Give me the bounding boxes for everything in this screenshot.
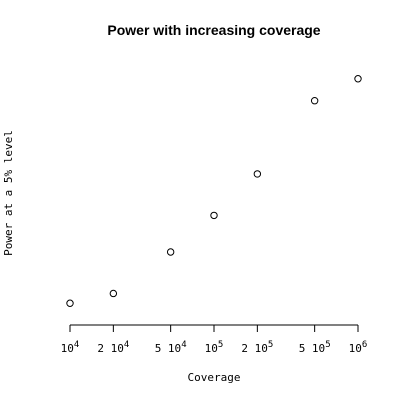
x-tick-label: 5 104 [155,340,187,355]
x-tick-label: 105 [205,340,224,355]
data-point [253,170,262,178]
data-point [66,299,74,307]
x-axis-ticks: 104 2 104 5 104 105 2 105 5 105 106 [61,325,368,355]
data-point [210,211,218,220]
chart-title: Power with increasing coverage [107,22,320,38]
data-point [109,289,118,298]
data-point [166,248,175,256]
y-axis-label: Power at a 5% level [2,130,15,256]
x-tick-label: 2 104 [97,340,129,355]
data-point [310,97,319,105]
x-tick-label: 104 [61,340,80,355]
x-tick-label: 2 105 [241,340,273,355]
data-point [354,75,362,83]
x-tick-label: 5 105 [299,340,331,355]
data-points [66,75,362,307]
x-axis-label: Coverage [188,371,241,384]
x-tick-label: 106 [349,340,368,355]
